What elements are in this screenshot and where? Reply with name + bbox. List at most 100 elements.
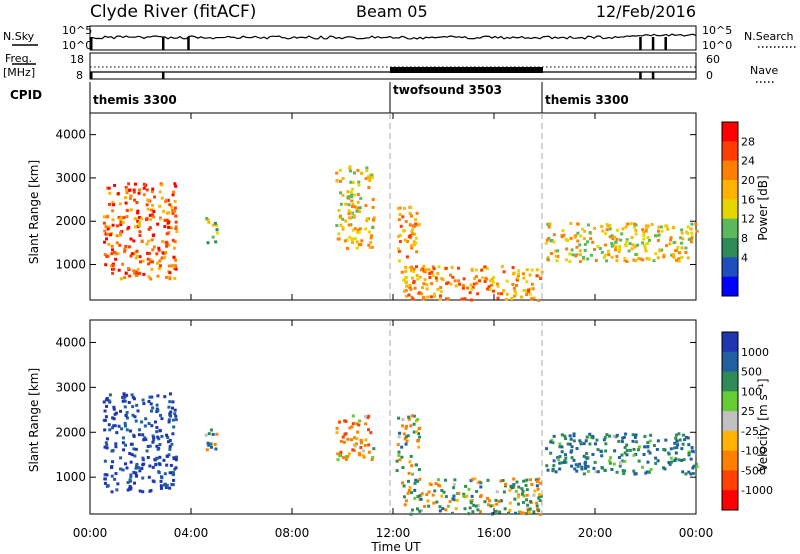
range-gate-cell bbox=[151, 434, 155, 438]
range-gate-cell bbox=[570, 456, 574, 460]
range-gate-cell bbox=[103, 481, 107, 485]
ytick-label: 4000 bbox=[55, 128, 86, 142]
range-gate-cell bbox=[211, 235, 215, 239]
range-gate-cell bbox=[686, 225, 690, 229]
range-gate-cell bbox=[335, 171, 339, 175]
range-gate-cell bbox=[137, 433, 141, 437]
range-gate-cell bbox=[687, 470, 691, 474]
range-gate-cell bbox=[624, 244, 628, 248]
range-gate-cell bbox=[339, 202, 343, 206]
range-gate-cell bbox=[173, 182, 177, 186]
range-gate-cell bbox=[133, 454, 137, 458]
range-gate-cell bbox=[116, 192, 120, 196]
range-gate-cell bbox=[106, 214, 110, 218]
range-gate-cell bbox=[122, 448, 126, 452]
range-gate-cell bbox=[111, 200, 115, 204]
range-gate-cell bbox=[408, 223, 412, 227]
range-gate-cell bbox=[135, 255, 139, 259]
range-gate-cell bbox=[172, 265, 176, 269]
range-gate-cell bbox=[150, 190, 154, 194]
range-gate-cell bbox=[564, 460, 568, 464]
colorbar-tick: -500 bbox=[741, 464, 766, 477]
range-gate-cell bbox=[348, 235, 352, 239]
range-gate-cell bbox=[357, 230, 361, 234]
range-gate-cell bbox=[216, 231, 220, 235]
range-gate-cell bbox=[347, 223, 351, 227]
range-gate-cell bbox=[348, 216, 352, 220]
range-gate-cell bbox=[368, 173, 372, 177]
range-gate-cell bbox=[607, 253, 611, 257]
range-gate-cell bbox=[352, 237, 356, 241]
range-gate-cell bbox=[469, 283, 473, 287]
range-gate-cell bbox=[474, 504, 478, 508]
range-gate-cell bbox=[174, 258, 178, 262]
range-gate-cell bbox=[687, 443, 691, 447]
range-gate-cell bbox=[672, 241, 676, 245]
range-gate-cell bbox=[349, 223, 353, 227]
range-gate-cell bbox=[124, 414, 128, 418]
range-gate-cell bbox=[675, 433, 679, 437]
range-gate-cell bbox=[596, 245, 600, 249]
range-gate-cell bbox=[530, 482, 534, 486]
range-gate-cell bbox=[495, 490, 499, 494]
power-scatter bbox=[102, 165, 699, 302]
colorbar-swatch bbox=[722, 332, 738, 353]
range-gate-cell bbox=[365, 166, 369, 170]
range-gate-cell bbox=[538, 499, 542, 503]
range-gate-cell bbox=[657, 225, 661, 229]
range-gate-cell bbox=[117, 268, 121, 272]
range-gate-cell bbox=[494, 498, 498, 502]
range-gate-cell bbox=[358, 451, 362, 455]
range-gate-cell bbox=[409, 512, 413, 516]
range-gate-cell bbox=[537, 509, 541, 513]
range-gate-cell bbox=[504, 297, 508, 301]
range-gate-cell bbox=[500, 292, 504, 296]
range-gate-cell bbox=[157, 248, 161, 252]
range-gate-cell bbox=[400, 270, 404, 274]
range-gate-cell bbox=[470, 494, 474, 498]
colorbar-swatch bbox=[722, 160, 738, 181]
range-gate-cell bbox=[622, 472, 626, 476]
range-gate-cell bbox=[480, 276, 484, 280]
range-gate-cell bbox=[149, 218, 153, 222]
range-gate-cell bbox=[546, 222, 550, 226]
range-gate-cell bbox=[680, 458, 684, 462]
range-gate-cell bbox=[138, 216, 142, 220]
range-gate-cell bbox=[410, 464, 414, 468]
range-gate-cell bbox=[103, 445, 107, 449]
range-gate-cell bbox=[426, 499, 430, 503]
range-gate-cell bbox=[118, 233, 122, 237]
range-gate-cell bbox=[129, 254, 133, 258]
range-gate-cell bbox=[134, 471, 138, 475]
range-gate-cell bbox=[560, 235, 564, 239]
range-gate-cell bbox=[549, 451, 553, 455]
range-gate-cell bbox=[529, 478, 533, 482]
range-gate-cell bbox=[396, 247, 400, 251]
range-gate-cell bbox=[404, 288, 408, 292]
range-gate-cell bbox=[610, 244, 614, 248]
range-gate-cell bbox=[416, 479, 420, 483]
range-gate-cell bbox=[434, 482, 438, 486]
range-gate-cell bbox=[158, 204, 162, 208]
range-gate-cell bbox=[138, 260, 142, 264]
range-gate-cell bbox=[165, 244, 169, 248]
range-gate-cell bbox=[103, 459, 107, 463]
range-gate-cell bbox=[505, 292, 509, 296]
range-gate-cell bbox=[356, 430, 360, 434]
range-gate-cell bbox=[358, 419, 362, 423]
range-gate-cell bbox=[669, 236, 673, 240]
range-gate-cell bbox=[514, 511, 518, 515]
range-gate-cell bbox=[116, 482, 120, 486]
range-gate-cell bbox=[521, 500, 525, 504]
range-gate-cell bbox=[575, 245, 579, 249]
range-gate-cell bbox=[347, 196, 351, 200]
range-gate-cell bbox=[125, 411, 129, 415]
range-gate-cell bbox=[621, 459, 625, 463]
range-gate-cell bbox=[344, 419, 348, 423]
range-gate-cell bbox=[173, 412, 177, 416]
range-gate-cell bbox=[164, 275, 168, 279]
range-gate-cell bbox=[105, 255, 109, 259]
range-gate-cell bbox=[525, 293, 529, 297]
range-gate-cell bbox=[631, 433, 635, 437]
range-gate-cell bbox=[351, 187, 355, 191]
